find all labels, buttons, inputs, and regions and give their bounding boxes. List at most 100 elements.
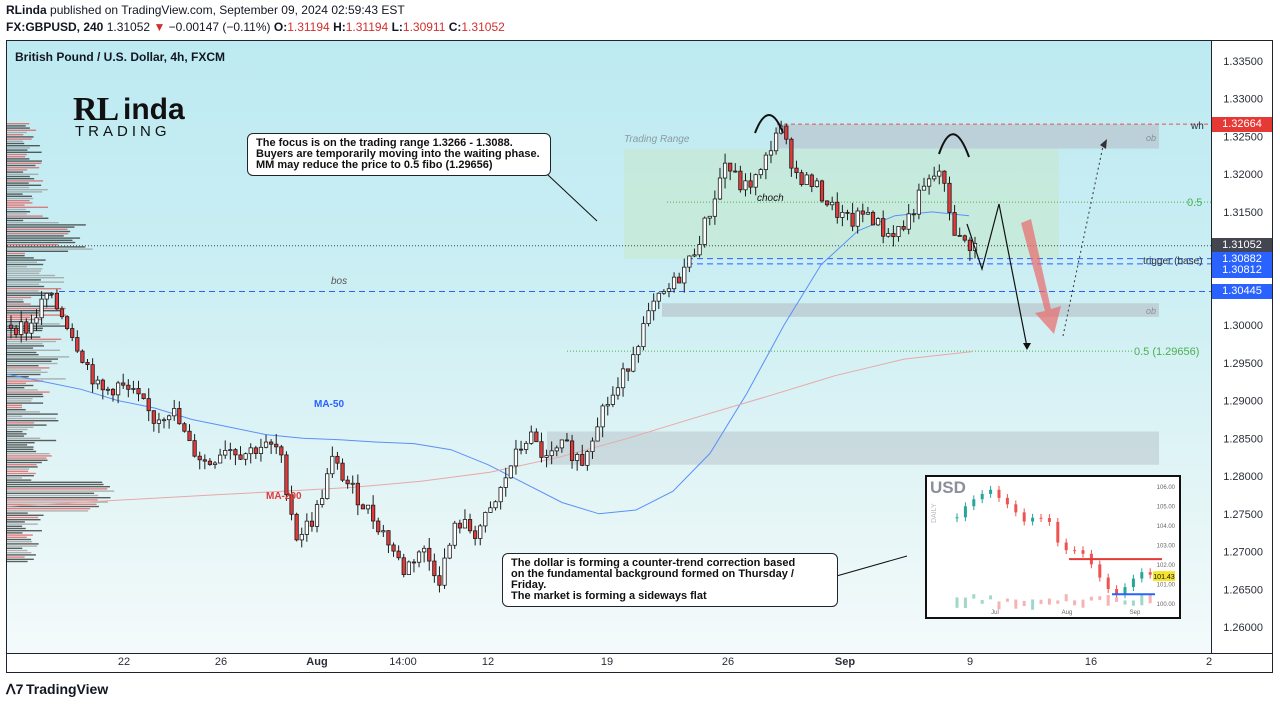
volume-profile-bar [7, 497, 111, 499]
x-tick-label: 2 [1206, 656, 1212, 668]
volume-profile-bar [7, 252, 25, 255]
volume-profile-bar [7, 538, 32, 541]
candle-body [697, 244, 702, 256]
candle-body [921, 185, 927, 191]
x-tick-label: 12 [482, 656, 494, 668]
volume-profile-bar [7, 171, 24, 173]
candle-body [263, 441, 269, 448]
volume-profile-bar [7, 268, 43, 270]
candle-body [804, 174, 809, 186]
y-tick-label: 1.33000 [1223, 94, 1263, 106]
candle-body [809, 174, 814, 187]
chart-frame[interactable]: Trading Range choch bos MA-50 MA-200 ob ob 0.5 0… [6, 40, 1273, 673]
ob-top-zone [777, 124, 1159, 149]
candle-body [212, 462, 218, 465]
inset-volume-bar [1005, 598, 1009, 602]
inset-volume-bar [1148, 594, 1152, 604]
candle-body [360, 504, 366, 510]
inset-y-tick: 101.00 [1157, 583, 1176, 589]
volume-profile-bar [7, 380, 44, 382]
volume-profile-bar [7, 259, 46, 261]
close-value: 1.31052 [461, 20, 505, 34]
rlinda-logo: RL inda TRADING [73, 91, 193, 140]
volume-profile-bar [7, 211, 31, 213]
volume-profile-bar [7, 248, 93, 250]
volume-profile-bar [7, 422, 35, 424]
volume-profile-bar [7, 560, 28, 563]
chart-text-layer: Trading Range choch bos MA-50 MA-200 ob ob 0.5 0… [266, 121, 1204, 502]
price-tag: 1.30812 [1212, 263, 1272, 279]
volume-profile-bar [7, 453, 50, 455]
candle-body [289, 494, 294, 515]
volume-profile-bar [7, 424, 47, 426]
tradingview-footer[interactable]: ᐱ7 TradingView [6, 681, 108, 698]
candle-body [967, 239, 972, 251]
volume-profile-bar [7, 195, 32, 197]
logo-mark: RL [73, 91, 119, 128]
volume-profile-bar [7, 235, 64, 237]
volume-profile-bar [7, 455, 52, 457]
candle-body [121, 382, 126, 386]
dollar-callout[interactable]: The dollar is forming a counter-trend co… [502, 553, 838, 607]
volume-profile-bar [7, 230, 71, 233]
candle-body [702, 217, 707, 245]
candle-body [819, 180, 825, 202]
volume-profile-bar [7, 345, 44, 347]
volume-profile-bar [7, 545, 38, 547]
last-price: 1.31052 [106, 20, 151, 34]
x-tick-label: Sep [835, 656, 855, 668]
candle-body [722, 162, 728, 179]
candle-body [942, 170, 947, 184]
candle-body [29, 322, 34, 334]
candle-body [279, 446, 284, 456]
inset-y-tick: 100.00 [1157, 602, 1176, 608]
candle-body [483, 512, 488, 527]
candle-body [794, 167, 799, 174]
x-tick-labels: 22 26 Aug 14:00 12 19 26 Sep 9 16 2 [118, 656, 1212, 668]
volume-profile-bar [7, 461, 42, 464]
volume-profile-bar [7, 149, 28, 151]
candle-body [763, 154, 768, 170]
time-axis[interactable] [7, 653, 1272, 672]
publisher-name[interactable]: RLinda [6, 3, 47, 17]
candle-body [442, 557, 447, 586]
volume-profile-bar [7, 404, 23, 406]
inset-svg: 106.00 105.00 104.00 103.00 102.00 101.00 100.… [955, 485, 1176, 616]
candle-body [126, 384, 131, 390]
volume-profile-bar [7, 127, 30, 129]
volume-profile-bar [7, 175, 30, 178]
candle-body [865, 211, 870, 215]
logo-name: inda [123, 93, 185, 126]
candle-body [671, 276, 677, 290]
candle-body [350, 482, 355, 485]
volume-profile-bar [7, 541, 33, 543]
candle-body [728, 162, 733, 172]
candle-body [753, 174, 758, 188]
volume-profile-bar [7, 481, 103, 483]
volume-profile-bar [7, 464, 37, 466]
volume-profile-bar [7, 246, 86, 248]
volume-profile-bar [7, 411, 40, 413]
trading-range-zone [624, 148, 1059, 259]
volume-profile-bar [7, 431, 23, 433]
ohlc-line: FX:GBPUSD, 240 1.31052 ▼ −0.00147 (−0.11… [6, 19, 1276, 36]
volume-profile-bar [7, 558, 34, 560]
volume-profile-bar [7, 527, 26, 530]
tradingview-logo-icon: ᐱ7 [6, 681, 24, 697]
candle-body [666, 288, 672, 292]
candle-body [131, 388, 136, 390]
volume-profile-bar [7, 296, 32, 299]
focus-callout[interactable]: The focus is on the trading range 1.3266… [247, 133, 551, 176]
volume-profile-bar [7, 186, 30, 189]
candle-body [59, 308, 65, 318]
candle-body [926, 178, 932, 187]
candle-body [503, 477, 508, 488]
volume-profile-bar [7, 360, 52, 362]
x-tick-label: Aug [306, 656, 327, 668]
candle-body [197, 455, 202, 461]
inset-x-tick: Sep [1130, 610, 1141, 616]
low-label: L: [391, 20, 403, 34]
price-axis[interactable] [1211, 41, 1272, 653]
price-chart-svg[interactable]: Trading Range choch bos MA-50 MA-200 ob ob 0.5 0… [7, 41, 1273, 673]
candle-body [590, 440, 595, 452]
